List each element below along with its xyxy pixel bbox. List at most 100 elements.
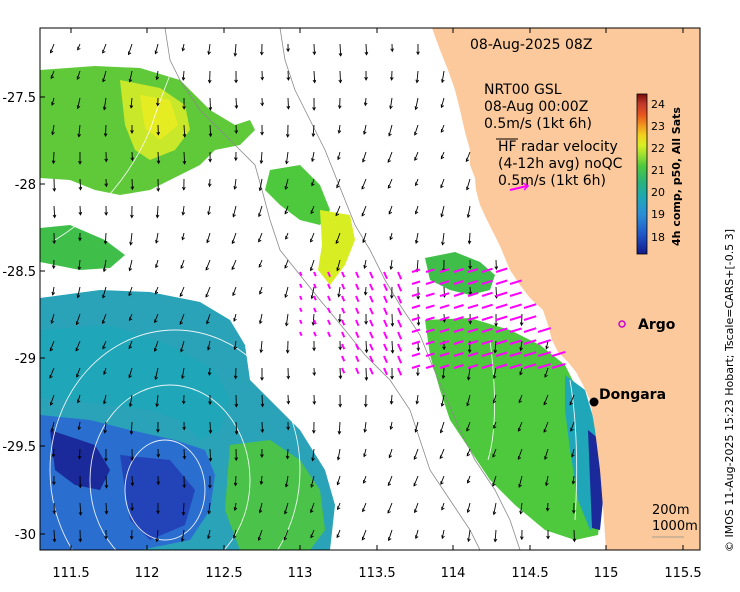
current-arrowhead — [128, 51, 132, 56]
hf-arrow — [299, 295, 303, 301]
current-arrow — [414, 124, 419, 136]
current-arrowhead — [390, 48, 394, 53]
current-arrowhead — [284, 210, 289, 215]
current-arrowhead — [285, 133, 290, 138]
current-arrowhead — [571, 480, 576, 485]
current-arrowhead — [259, 349, 264, 354]
current-arrow — [261, 421, 263, 433]
current-arrowhead — [361, 536, 366, 541]
current-arrowhead — [440, 429, 444, 434]
hf-arrow — [369, 295, 374, 303]
current-arrowhead — [233, 317, 237, 322]
current-arrowhead — [155, 76, 160, 81]
hf-arrow — [327, 295, 332, 302]
hf-arrow — [313, 307, 317, 313]
hf-arrow — [383, 355, 388, 364]
model-scale-label: 0.5m/s (1kt 6h) — [484, 116, 592, 132]
current-arrowhead — [234, 430, 239, 435]
current-arrow — [258, 529, 263, 541]
hf-arrow — [509, 363, 522, 369]
current-arrow — [181, 529, 185, 542]
current-arrowhead — [336, 184, 340, 189]
current-arrow — [130, 232, 133, 245]
colorbar-tick: 21 — [651, 164, 665, 177]
current-arrowhead — [130, 457, 135, 462]
current-arrowhead — [544, 374, 548, 378]
current-arrow — [440, 178, 445, 188]
current-arrow — [337, 448, 341, 460]
model-name-label: NRT00 GSL — [484, 82, 562, 98]
current-arrowhead — [104, 211, 108, 216]
current-arrowhead — [258, 238, 262, 243]
current-arrow — [413, 448, 419, 460]
current-arrowhead — [103, 371, 107, 375]
hf-arrow — [383, 307, 388, 316]
hf-arrow — [495, 303, 508, 309]
current-arrowhead — [414, 182, 419, 187]
current-arrow — [78, 259, 81, 270]
current-arrow — [493, 502, 497, 515]
hf-arrow — [313, 295, 317, 301]
hf-arrow — [537, 339, 551, 345]
current-arrowhead — [102, 345, 106, 350]
current-arrow — [129, 259, 133, 271]
current-arrowhead — [285, 455, 290, 460]
current-arrowhead — [364, 377, 369, 381]
current-arrowhead — [337, 105, 342, 110]
current-arrowhead — [207, 51, 211, 56]
current-arrowhead — [78, 538, 83, 543]
current-arrowhead — [284, 294, 288, 298]
current-arrowhead — [207, 346, 211, 351]
current-arrow — [156, 70, 159, 80]
current-arrowhead — [389, 426, 394, 431]
current-arrowhead — [440, 213, 444, 218]
hf-arrow — [397, 319, 403, 328]
hf-arrow — [495, 279, 508, 285]
current-arrowhead — [312, 401, 317, 405]
current-arrowhead — [155, 239, 159, 244]
current-arrowhead — [182, 106, 186, 110]
hf-arrow — [453, 268, 464, 273]
current-arrowhead — [363, 428, 368, 433]
current-arrowhead — [104, 535, 108, 540]
current-arrow — [259, 178, 263, 191]
current-arrow — [182, 205, 185, 215]
hf-arrow — [397, 343, 403, 352]
hf-arrow — [425, 340, 435, 345]
hf-arrow — [453, 304, 464, 309]
current-arrow — [234, 340, 237, 350]
current-arrowhead — [233, 185, 238, 190]
current-arrowhead — [387, 159, 392, 163]
current-arrowhead — [311, 457, 315, 462]
current-arrowhead — [102, 268, 107, 273]
current-arrow — [130, 421, 133, 434]
current-arrowhead — [156, 510, 160, 515]
current-arrowhead — [258, 536, 262, 541]
current-arrow — [179, 313, 185, 325]
axis-ticks — [40, 28, 684, 550]
current-arrowhead — [77, 133, 82, 138]
current-arrowhead — [260, 377, 264, 381]
current-arrowhead — [285, 235, 289, 240]
current-arrow — [128, 43, 133, 55]
hf-arrow — [523, 303, 537, 309]
current-arrow — [179, 286, 185, 297]
hf-arrow — [369, 271, 374, 279]
colorbar-tick: 22 — [651, 142, 665, 155]
current-arrowhead — [467, 240, 472, 245]
current-arrowhead — [130, 507, 134, 512]
current-arrowhead — [362, 508, 366, 513]
current-arrowhead — [128, 403, 133, 408]
current-arrowhead — [130, 214, 134, 219]
current-arrow — [391, 340, 394, 353]
current-arrowhead — [389, 266, 394, 271]
current-arrowhead — [130, 186, 135, 191]
current-arrowhead — [234, 105, 239, 110]
current-arrow — [335, 205, 341, 216]
current-arrow — [180, 340, 185, 352]
hf-arrow — [537, 351, 551, 357]
current-arrowhead — [440, 184, 444, 189]
y-tick-label: -27.5 — [2, 91, 36, 106]
current-arrow — [466, 421, 471, 431]
current-arrowhead — [310, 509, 314, 514]
